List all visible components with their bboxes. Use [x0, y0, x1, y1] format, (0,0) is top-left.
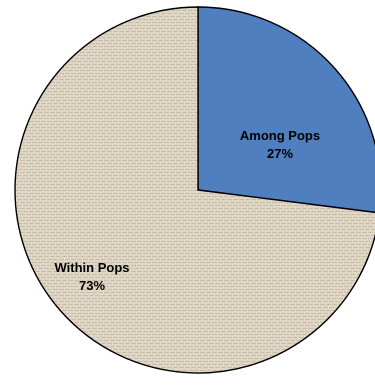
slice-label: Among Pops — [240, 128, 320, 143]
slice-value-label: 73% — [79, 278, 105, 293]
slice-value-label: 27% — [267, 146, 293, 161]
pie-slice-within-pops — [14, 6, 375, 374]
slice-label: Within Pops — [55, 260, 130, 275]
pie-slice-among-pops — [197, 6, 375, 214]
